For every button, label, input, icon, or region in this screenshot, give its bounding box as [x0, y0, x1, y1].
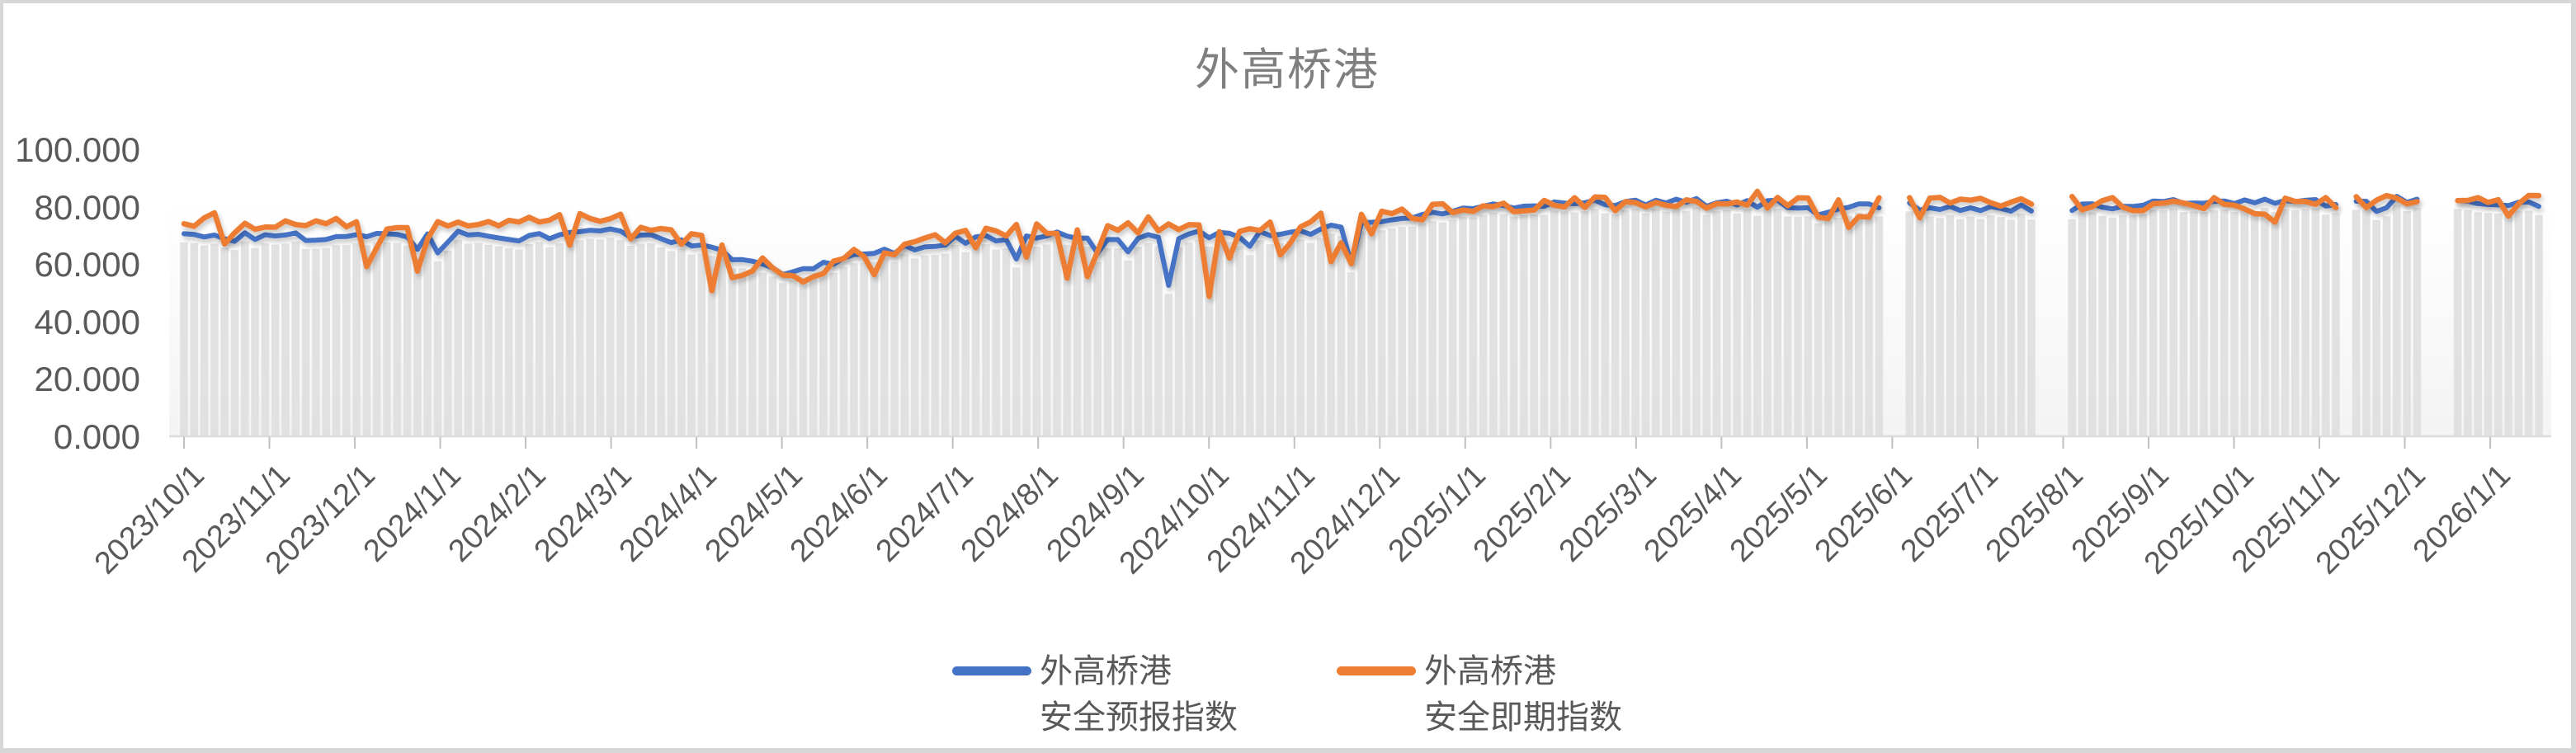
y-axis-label: 80.000 [34, 188, 140, 227]
legend-label-forecast: 外高桥港 安全预报指数 [1040, 653, 1238, 736]
legend-item-forecast: 外高桥港 安全预报指数 [952, 648, 1238, 741]
y-axis-label: 40.000 [34, 303, 140, 341]
plot-area [169, 188, 2551, 449]
spot-index-line [181, 188, 2542, 299]
forecast-line-swatch-icon [952, 666, 1031, 675]
legend-label-spot: 外高桥港 安全即期指数 [1424, 653, 1622, 736]
x-axis-ticks [183, 437, 2492, 449]
y-axis-label: 20.000 [34, 360, 140, 398]
y-axis-label: 0.000 [53, 417, 140, 456]
y-axis-label: 60.000 [34, 245, 140, 284]
chart-area: 外高桥港 100.000 80.000 60.000 40.000 20.000… [3, 3, 2571, 748]
chart-title: 外高桥港 [1195, 45, 1380, 95]
legend-item-spot: 外高桥港 安全即期指数 [1337, 648, 1622, 741]
daily-bars [180, 205, 2543, 436]
spot-line-swatch-icon [1337, 666, 1416, 675]
y-axis-label: 100.000 [15, 130, 140, 169]
legend: 外高桥港 安全预报指数 外高桥港 安全即期指数 [952, 648, 1695, 741]
